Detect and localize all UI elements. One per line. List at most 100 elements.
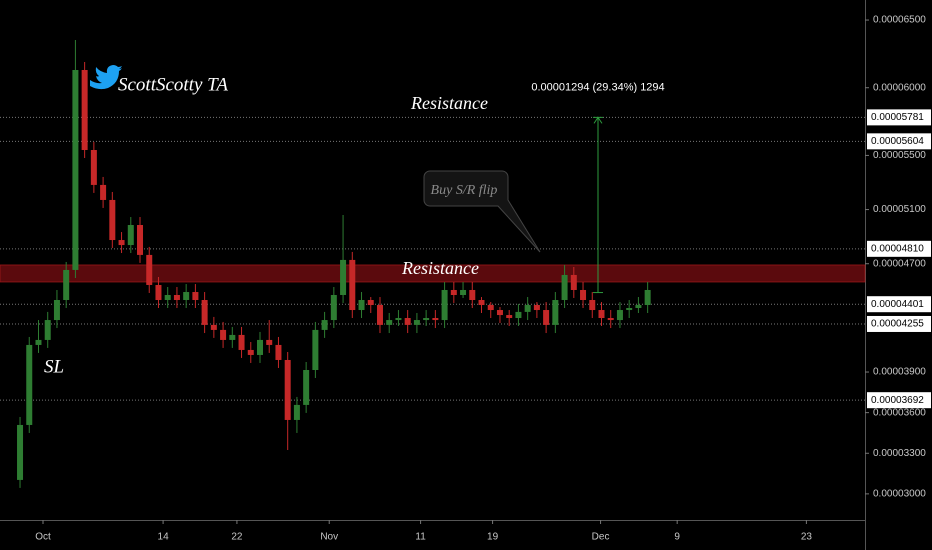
y-tick-label: 0.00004700 [873, 258, 926, 269]
candle-body [321, 320, 328, 330]
x-tick-label: Oct [35, 532, 51, 543]
candle-body [118, 240, 125, 246]
x-tick-label: 23 [801, 532, 813, 543]
candle-body [137, 225, 144, 255]
candle-body [312, 329, 319, 370]
candle-body [543, 310, 550, 325]
candle-body [395, 318, 402, 321]
x-tick-label: 14 [158, 532, 170, 543]
candle-body [275, 344, 282, 360]
candle-body [127, 225, 134, 246]
y-tick-label: 0.00003000 [873, 489, 926, 500]
x-tick-label: Dec [592, 532, 610, 543]
x-tick-label: 22 [231, 532, 243, 543]
candle-body [552, 300, 559, 325]
twitter-icon [90, 65, 122, 90]
zone-layer [0, 264, 866, 283]
candle-body [44, 320, 51, 340]
candle-body [210, 324, 217, 330]
x-tick-label: 19 [487, 532, 499, 543]
candle-body [109, 199, 116, 241]
candle-body [413, 320, 420, 325]
price-level-box [867, 392, 931, 409]
candle-body [17, 424, 24, 480]
candle-body [340, 259, 347, 295]
candle-body [644, 289, 651, 306]
candle-body [72, 69, 79, 270]
x-tick-label: Nov [320, 532, 338, 543]
callout [423, 170, 541, 253]
candle-body [607, 318, 614, 321]
candle-body [404, 318, 411, 325]
candle-body [561, 274, 568, 301]
candle-body [460, 289, 467, 295]
candle-body [570, 274, 577, 290]
candle-body [533, 305, 540, 311]
measure-label: 0.00001294 (29.34%) 1294 [531, 81, 664, 93]
candle-body [146, 254, 153, 285]
candle-body [524, 305, 531, 312]
y-tick-label: 0.00003900 [873, 367, 926, 378]
candle-body [293, 404, 300, 420]
price-level-box [867, 296, 931, 313]
candle-layer [17, 39, 651, 488]
measure-layer [593, 116, 603, 294]
candle-body [441, 289, 448, 321]
candle-body [192, 292, 199, 301]
y-tick-label: 0.00005500 [873, 150, 926, 161]
candle-body [432, 318, 439, 321]
candle-body [423, 318, 430, 321]
candle-body [63, 269, 70, 301]
candle-body [266, 339, 273, 345]
candle-body [487, 305, 494, 311]
candle-body [626, 307, 633, 311]
price-level-label: 0.00004401 [871, 299, 924, 310]
price-level-label: 0.00004810 [871, 243, 924, 254]
price-level-label: 0.00005781 [871, 112, 924, 123]
price-level-label: 0.00003692 [871, 395, 924, 406]
candle-body [238, 334, 245, 350]
y-tick-label: 0.00003600 [873, 407, 926, 418]
price-level-box [867, 240, 931, 257]
y-tick-label: 0.00006000 [873, 82, 926, 93]
candle-body [81, 69, 88, 151]
candle-body [515, 311, 522, 319]
candle-body [26, 344, 33, 425]
candle-body [450, 289, 457, 295]
candle-body [506, 315, 513, 319]
candle-body [284, 359, 291, 420]
y-tick-label: 0.00003300 [873, 448, 926, 459]
author-note: ScottScotty TA [118, 74, 228, 95]
resistance-note: Resistance [410, 93, 488, 113]
candle-body [256, 339, 263, 355]
candle-body [469, 289, 476, 301]
candle-body [367, 300, 374, 306]
candle-body [589, 300, 596, 311]
x-tick-label: 9 [674, 532, 680, 543]
candle-body [247, 349, 254, 355]
candle-body [635, 305, 642, 308]
candle-body [580, 289, 587, 301]
price-level-label: 0.00005604 [871, 136, 924, 147]
x-tick-label: 11 [415, 532, 426, 543]
candle-body [155, 284, 162, 301]
price-level-box [867, 133, 931, 150]
candle-body [201, 300, 208, 325]
candle-body [303, 369, 310, 405]
price-level-box [867, 109, 931, 126]
measure-arrow [593, 116, 603, 124]
level-layer [0, 116, 865, 401]
candle-body [35, 339, 42, 345]
y-tick-label: 0.00006500 [873, 15, 926, 26]
candle-body [376, 305, 383, 325]
resistance-note: Resistance [401, 258, 479, 278]
callout-text: Buy S/R flip [431, 183, 498, 198]
y-tick-label: 0.00005100 [873, 204, 926, 215]
candle-body [164, 294, 171, 301]
candle-body [478, 300, 485, 306]
price-level-label: 0.00004255 [871, 319, 924, 330]
candle-body [229, 334, 236, 340]
candle-body [173, 294, 180, 301]
